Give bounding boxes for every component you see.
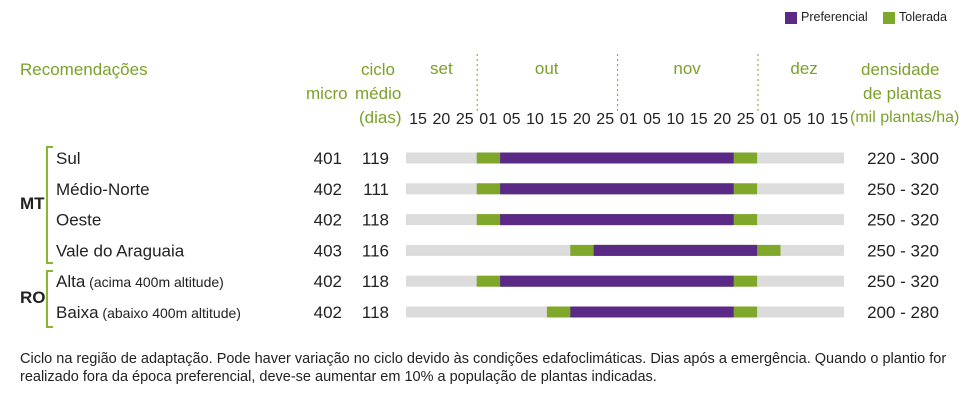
preferential-bar bbox=[500, 152, 734, 164]
day-tick-label: 25 bbox=[737, 111, 755, 128]
header-cycle-3: (dias) bbox=[359, 108, 402, 127]
header-cycle-2: médio bbox=[355, 84, 402, 103]
row-micro: 402 bbox=[314, 180, 342, 199]
row-cycle: 119 bbox=[362, 149, 389, 168]
row-density: 250 - 320 bbox=[867, 211, 939, 230]
preferential-bar bbox=[570, 306, 734, 318]
row-cycle: 118 bbox=[362, 303, 389, 322]
day-tick-label: 10 bbox=[807, 111, 825, 128]
day-tick-label: 25 bbox=[456, 111, 474, 128]
day-tick-label: 05 bbox=[503, 111, 521, 128]
day-tick-label: 15 bbox=[690, 111, 708, 128]
day-tick-label: 20 bbox=[433, 111, 451, 128]
header-density-3: (mil plantas/ha) bbox=[850, 109, 960, 126]
month-label-out: out bbox=[535, 59, 559, 78]
preferential-bar bbox=[500, 214, 734, 226]
legend-tolerated-label: Tolerada bbox=[899, 10, 947, 24]
header-recommendations: Recomendações bbox=[20, 60, 148, 79]
day-tick-label: 25 bbox=[596, 111, 614, 128]
day-tick-label: 15 bbox=[550, 111, 568, 128]
row-density: 250 - 320 bbox=[867, 241, 939, 260]
day-tick-label: 10 bbox=[667, 111, 685, 128]
day-tick-label: 05 bbox=[784, 111, 802, 128]
row-cycle: 118 bbox=[362, 211, 389, 230]
state-label-mt: MT bbox=[20, 194, 45, 213]
row-micro: 402 bbox=[314, 272, 342, 291]
row-cycle: 118 bbox=[362, 272, 389, 291]
bracket-ro bbox=[46, 270, 53, 328]
row-micro: 401 bbox=[314, 149, 342, 168]
row-label: Alta (acima 400m altitude) bbox=[56, 272, 224, 291]
header-density-2: de plantas bbox=[863, 84, 942, 103]
row-density: 250 - 320 bbox=[867, 180, 939, 199]
row-density: 250 - 320 bbox=[867, 272, 939, 291]
day-tick-label: 01 bbox=[620, 111, 638, 128]
row-density: 220 - 300 bbox=[867, 149, 939, 168]
footnote: Ciclo na região de adaptação. Pode haver… bbox=[20, 351, 947, 385]
legend-preferential-swatch bbox=[785, 12, 797, 24]
day-tick-label: 20 bbox=[713, 111, 731, 128]
row-note: (acima 400m altitude) bbox=[85, 274, 224, 290]
preferential-bar bbox=[500, 183, 734, 195]
day-tick-label: 15 bbox=[830, 111, 848, 128]
month-label-dez: dez bbox=[790, 59, 817, 78]
day-tick-label: 15 bbox=[409, 111, 427, 128]
row-label: Vale do Araguaia bbox=[56, 241, 185, 260]
state-label-ro: RO bbox=[20, 288, 46, 307]
row-label: Sul bbox=[56, 149, 81, 168]
row-note: (abaixo 400m altitude) bbox=[99, 305, 241, 321]
bracket-mt bbox=[46, 146, 53, 264]
row-cycle: 111 bbox=[363, 180, 389, 199]
row-micro: 402 bbox=[314, 303, 342, 322]
header-cycle-1: ciclo bbox=[361, 60, 396, 79]
row-micro: 402 bbox=[314, 211, 342, 230]
day-tick-label: 05 bbox=[643, 111, 661, 128]
day-tick-label: 01 bbox=[760, 111, 778, 128]
legend-preferential-label: Preferencial bbox=[801, 10, 868, 24]
row-label: Oeste bbox=[56, 211, 101, 230]
header-density-1: densidade bbox=[861, 60, 940, 79]
header-micro: micro bbox=[306, 84, 348, 103]
row-label: Baixa (abaixo 400m altitude) bbox=[56, 303, 241, 322]
day-tick-label: 10 bbox=[526, 111, 544, 128]
month-label-nov: nov bbox=[673, 59, 701, 78]
row-label: Médio-Norte bbox=[56, 180, 150, 199]
preferential-bar bbox=[593, 244, 758, 256]
legend-tolerated-swatch bbox=[883, 12, 895, 24]
row-density: 200 - 280 bbox=[867, 303, 939, 322]
day-tick-label: 01 bbox=[479, 111, 497, 128]
row-micro: 403 bbox=[314, 241, 342, 260]
preferential-bar bbox=[500, 275, 734, 287]
row-cycle: 116 bbox=[362, 241, 389, 260]
month-label-set: set bbox=[430, 59, 453, 78]
day-tick-label: 20 bbox=[573, 111, 591, 128]
